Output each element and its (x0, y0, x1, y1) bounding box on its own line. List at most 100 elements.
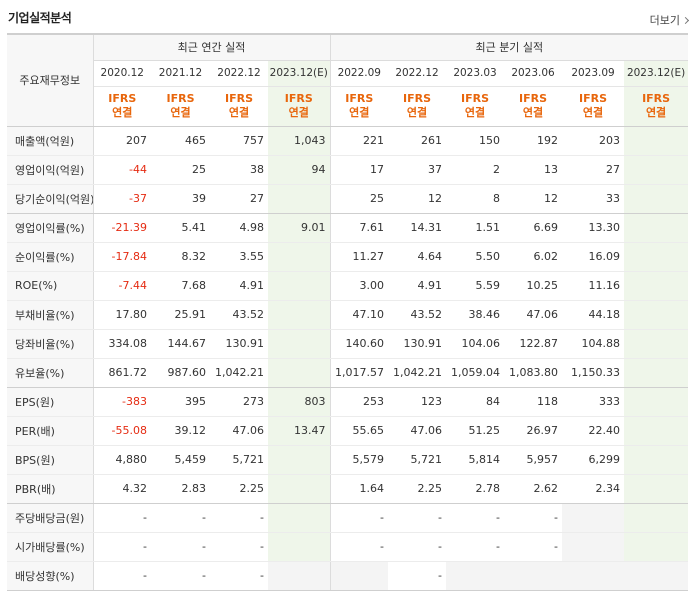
value-cell: 11.27 (329, 242, 389, 272)
value-cell (624, 300, 689, 330)
row-label: 배당성향(%) (7, 561, 94, 591)
value-cell: 84 (446, 387, 505, 417)
basis-scope: 연결 (112, 106, 133, 119)
basis-scope: 연결 (228, 106, 250, 119)
value-cell: 144.67 (151, 329, 210, 359)
value-cell: 1,043 (268, 126, 331, 156)
value-cell: 5,814 (446, 445, 505, 475)
row-label: 매출액(억원) (7, 126, 94, 156)
value-cell: 1,083.80 (504, 358, 563, 388)
basis-standard: IFRS (642, 92, 671, 105)
value-cell: 1.51 (446, 213, 505, 243)
value-cell: 1,017.57 (329, 358, 389, 388)
value-cell: 4.91 (210, 271, 268, 301)
value-cell: 44.18 (562, 300, 625, 330)
value-cell: 37 (388, 155, 447, 185)
table-row: PER(배) -55.08 39.12 47.06 13.47 55.65 47.06 51.… (7, 416, 689, 446)
value-cell: 47.06 (388, 416, 447, 446)
value-cell: 4.98 (210, 213, 268, 243)
value-cell: 17 (329, 155, 389, 185)
value-cell (562, 503, 625, 533)
period-header: 2023.12(E) (624, 60, 689, 87)
row-label: 당기순이익(억원) (7, 184, 94, 214)
value-cell (268, 329, 331, 359)
value-cell: 12 (388, 184, 447, 214)
value-cell: 25 (329, 184, 389, 214)
value-cell: 207 (93, 126, 151, 156)
basis-standard: IFRS (166, 92, 195, 105)
value-cell (268, 358, 331, 388)
value-cell: 4.64 (388, 242, 447, 272)
basis-header: IFRS 연결 (624, 86, 689, 127)
value-cell: 43.52 (210, 300, 268, 330)
value-cell: 395 (151, 387, 210, 417)
value-cell: 5,721 (388, 445, 447, 475)
value-cell: 130.91 (210, 329, 268, 359)
period-header: 2021.12 (151, 60, 210, 87)
value-cell: 9.01 (268, 213, 331, 243)
value-cell: 8 (446, 184, 505, 214)
value-cell: 39.12 (151, 416, 210, 446)
value-cell: - (151, 561, 210, 591)
table-row: 영업이익률(%) -21.39 5.41 4.98 9.01 7.61 14.31 1.51 6… (7, 213, 689, 243)
value-cell (268, 561, 331, 591)
basis-header: IFRS 연결 (504, 86, 563, 127)
value-cell: 5.59 (446, 271, 505, 301)
value-cell: - (329, 532, 389, 562)
table-row: 배당성향(%) - - - - (7, 561, 689, 591)
value-cell: - (93, 503, 151, 533)
value-cell: 25 (151, 155, 210, 185)
table-row: 부채비율(%) 17.80 25.91 43.52 47.10 43.52 38.46 47.… (7, 300, 689, 330)
value-cell: 2.78 (446, 474, 505, 504)
row-label: EPS(원) (7, 387, 94, 417)
value-cell: 6.69 (504, 213, 563, 243)
value-cell: 2.25 (388, 474, 447, 504)
basis-header: IFRS 연결 (210, 86, 268, 127)
value-cell: 130.91 (388, 329, 447, 359)
value-cell: 12 (504, 184, 563, 214)
more-link[interactable]: 더보기 (650, 12, 690, 28)
value-cell: 104.88 (562, 329, 625, 359)
value-cell: 333 (562, 387, 625, 417)
value-cell: 7.61 (329, 213, 389, 243)
table-row: 당기순이익(억원) -37 39 27 25 12 8 12 33 (7, 184, 689, 214)
value-cell (624, 126, 689, 156)
basis-scope: 연결 (522, 106, 544, 119)
value-cell: 3.55 (210, 242, 268, 272)
financial-summary-table: 주요재무정보 최근 연간 실적 최근 분기 실적 2020.12 2021.12 2… (7, 33, 689, 591)
value-cell: 47.10 (329, 300, 389, 330)
value-cell (624, 416, 689, 446)
value-cell: 1.64 (329, 474, 389, 504)
basis-scope: 연결 (406, 106, 428, 119)
table-row: 매출액(억원) 207 465 757 1,043 221 261 150 192 203 (7, 126, 689, 156)
value-cell: -383 (93, 387, 151, 417)
value-cell: 33 (562, 184, 625, 214)
table-row: EPS(원) -383 395 273 803 253 123 84 118 333 (7, 387, 689, 417)
value-cell: 16.09 (562, 242, 625, 272)
value-cell (624, 271, 689, 301)
value-cell: 2.62 (504, 474, 563, 504)
basis-scope: 연결 (464, 106, 486, 119)
value-cell: 5.41 (151, 213, 210, 243)
table-row: 영업이익(억원) -44 25 38 94 17 37 2 13 27 (7, 155, 689, 185)
value-cell (624, 329, 689, 359)
basis-standard: IFRS (519, 92, 548, 105)
basis-header: IFRS 연결 (388, 86, 447, 127)
value-cell (268, 184, 331, 214)
value-cell: 4.32 (93, 474, 151, 504)
row-label: ROE(%) (7, 271, 94, 301)
value-cell: 3.00 (329, 271, 389, 301)
value-cell: -7.44 (93, 271, 151, 301)
period-header: 2022.09 (329, 60, 389, 87)
value-cell: - (388, 503, 447, 533)
value-cell (562, 532, 625, 562)
basis-header: IFRS 연결 (268, 86, 331, 127)
value-cell: 2.34 (562, 474, 625, 504)
row-label: 당좌비율(%) (7, 329, 94, 359)
value-cell (624, 242, 689, 272)
value-cell: 5.50 (446, 242, 505, 272)
value-cell (268, 242, 331, 272)
value-cell (329, 561, 389, 591)
value-cell: 221 (329, 126, 389, 156)
value-cell: 38 (210, 155, 268, 185)
